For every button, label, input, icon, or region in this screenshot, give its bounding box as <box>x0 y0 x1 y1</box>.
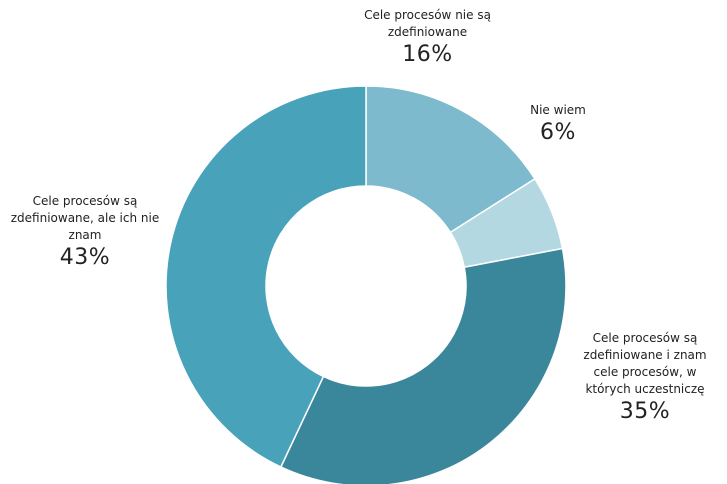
slice-label-dont-know: Nie wiem 6% <box>512 102 604 147</box>
slice-label-defined-not-known: Cele procesów są zdefiniowane, ale ich n… <box>5 193 165 272</box>
slice-label-text: Cele procesów nie są <box>364 8 491 22</box>
slice-label-text: Cele procesów są <box>32 194 138 208</box>
slice-label-text: zdefiniowane i znam <box>583 348 707 362</box>
slice-label-text: zdefiniowane <box>387 25 468 39</box>
slice-label-text: zdefiniowane, ale ich nie <box>10 211 160 225</box>
slice-value-label: 6% <box>540 120 576 145</box>
slice-label-text: których uczestniczę <box>585 382 705 396</box>
slice-value-label: 35% <box>619 399 671 424</box>
slice-label-defined-and-known: Cele procesów są zdefiniowane i znam cel… <box>566 330 724 426</box>
slice-value-label: 16% <box>402 42 453 67</box>
slice-label-text: znam <box>68 228 102 242</box>
slice-defined-not-known <box>165 85 367 468</box>
slice-not-defined <box>365 85 536 234</box>
slice-label-not-defined: Cele procesów nie są zdefiniowane 16% <box>345 7 510 69</box>
slice-label-text: Nie wiem <box>530 103 586 117</box>
slice-value-label: 43% <box>59 245 111 270</box>
slice-label-text: Cele procesów są <box>592 331 698 345</box>
slice-defined-and-known <box>279 247 567 484</box>
slice-label-text: cele procesów, w <box>593 365 697 379</box>
